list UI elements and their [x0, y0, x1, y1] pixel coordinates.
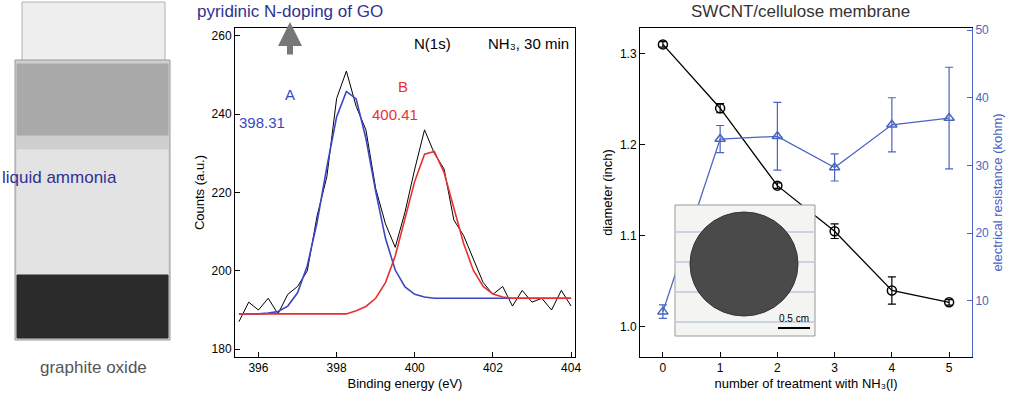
svg-text:1.1: 1.1 — [620, 229, 637, 243]
svg-text:2: 2 — [774, 361, 781, 375]
svg-text:pyridinic N-doping of GO: pyridinic N-doping of GO — [197, 2, 383, 21]
svg-text:220: 220 — [212, 186, 232, 200]
svg-text:SWCNT/cellulose membrane: SWCNT/cellulose membrane — [691, 2, 910, 21]
svg-text:398: 398 — [327, 361, 347, 375]
svg-text:graphite oxide: graphite oxide — [40, 358, 147, 377]
svg-text:1: 1 — [717, 361, 724, 375]
svg-text:1.0: 1.0 — [620, 320, 637, 334]
svg-text:30: 30 — [975, 159, 989, 173]
svg-text:404: 404 — [561, 361, 581, 375]
svg-text:NH₃, 30 min: NH₃, 30 min — [488, 35, 569, 52]
svg-text:260: 260 — [212, 29, 232, 43]
svg-text:200: 200 — [212, 264, 232, 278]
svg-text:Binding energy (eV): Binding energy (eV) — [348, 376, 463, 391]
svg-text:180: 180 — [212, 342, 232, 356]
svg-text:number of treatment with NH₃(l: number of treatment with NH₃(l) — [714, 376, 897, 391]
svg-text:20: 20 — [975, 226, 989, 240]
svg-text:50: 50 — [975, 23, 989, 37]
svg-text:402: 402 — [483, 361, 503, 375]
svg-text:Counts (a.u.): Counts (a.u.) — [192, 155, 207, 230]
svg-text:396: 396 — [248, 361, 268, 375]
svg-text:3: 3 — [831, 361, 838, 375]
svg-text:4: 4 — [889, 361, 896, 375]
svg-text:N(1s): N(1s) — [414, 35, 451, 52]
svg-text:1.3: 1.3 — [620, 47, 637, 61]
svg-text:10: 10 — [975, 294, 989, 308]
svg-text:400: 400 — [405, 361, 425, 375]
svg-text:diameter (inch): diameter (inch) — [600, 149, 615, 236]
svg-text:1.2: 1.2 — [620, 138, 637, 152]
svg-text:398.31: 398.31 — [239, 114, 285, 131]
svg-text:electrical resistance (kohm): electrical resistance (kohm) — [990, 113, 1005, 271]
svg-text:5: 5 — [946, 361, 953, 375]
svg-text:0: 0 — [660, 361, 667, 375]
svg-text:A: A — [285, 86, 295, 103]
svg-text:liquid ammonia: liquid ammonia — [2, 168, 117, 187]
svg-text:40: 40 — [975, 91, 989, 105]
svg-text:400.41: 400.41 — [372, 106, 418, 123]
svg-text:0.5 cm: 0.5 cm — [779, 313, 809, 324]
svg-text:240: 240 — [212, 107, 232, 121]
svg-text:B: B — [398, 78, 408, 95]
